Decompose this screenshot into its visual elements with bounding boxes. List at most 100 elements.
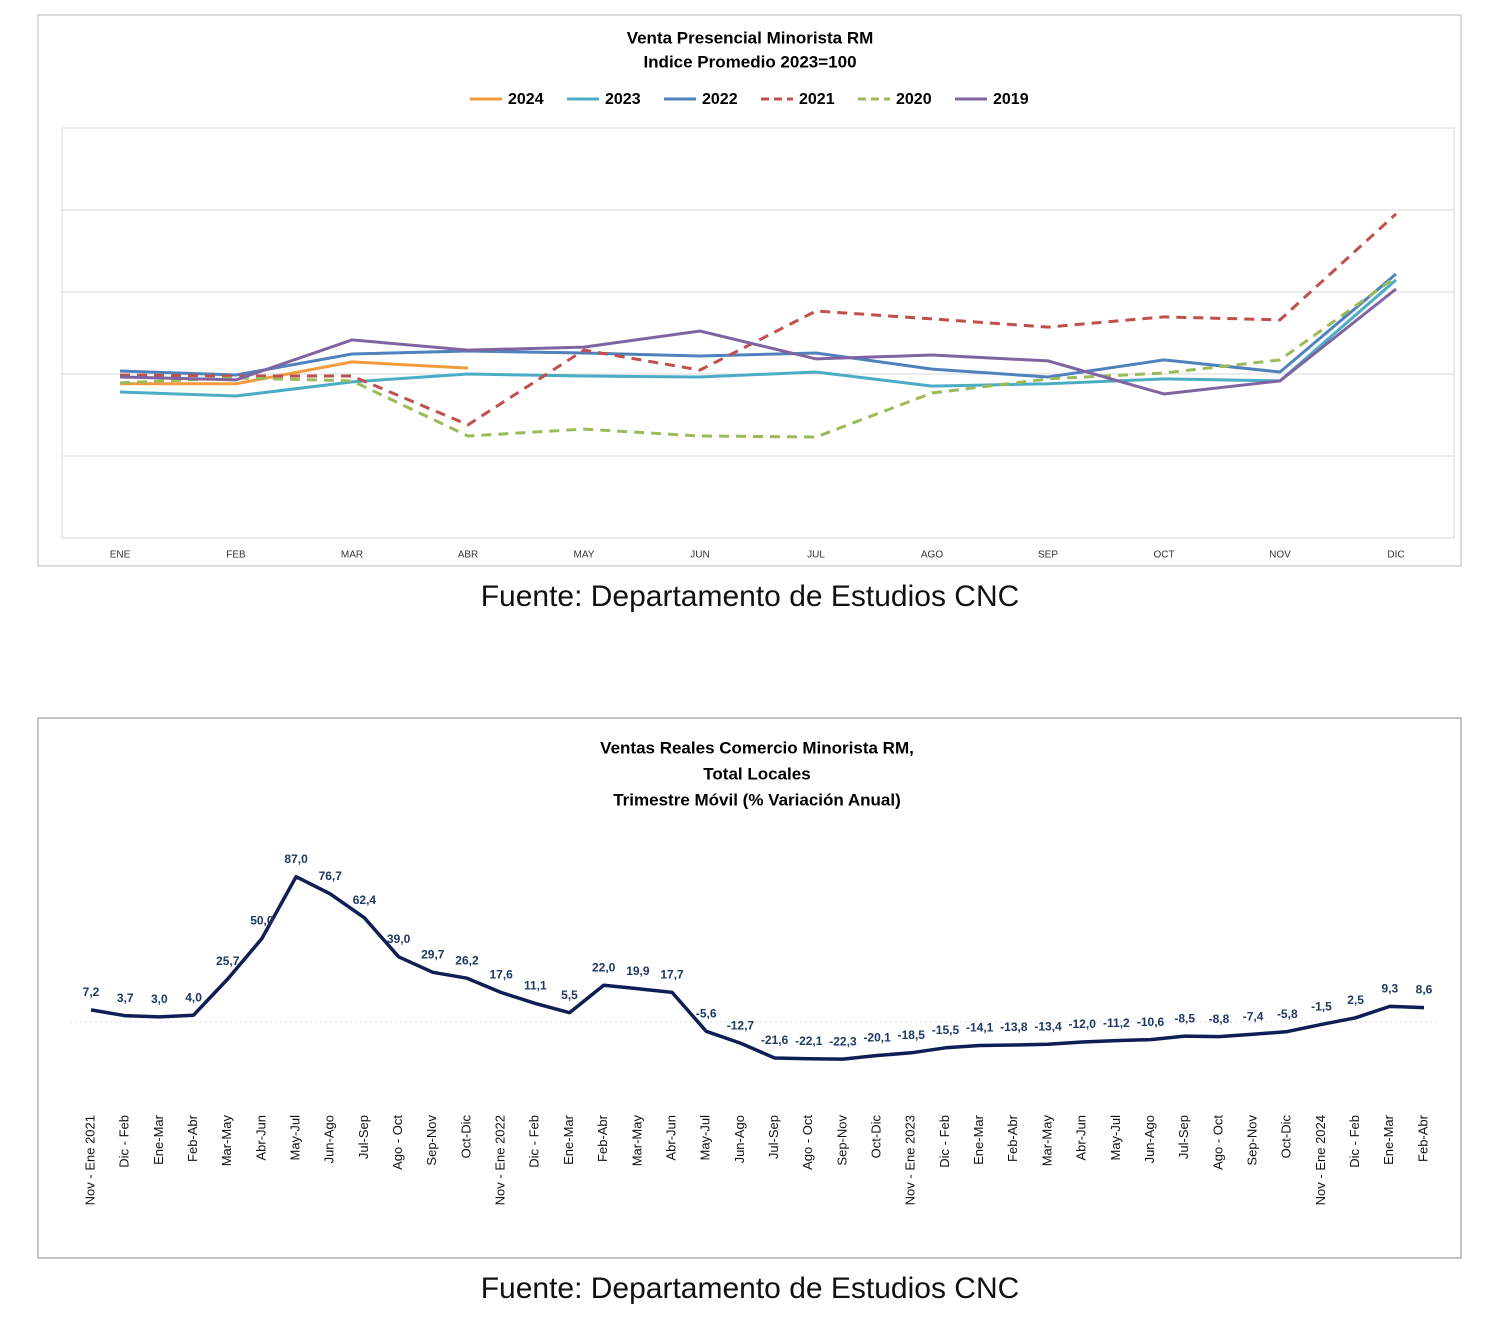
series-line xyxy=(119,278,1397,398)
x-tick-label: Dic - Feb xyxy=(1347,1115,1362,1168)
x-tick-label: Nov - Ene 2024 xyxy=(1313,1115,1328,1205)
x-tick-label: Ago - Oct xyxy=(390,1115,405,1170)
data-label: 29,7 xyxy=(421,948,445,962)
legend-label: 2024 xyxy=(508,91,544,108)
data-label: 17,6 xyxy=(489,968,513,982)
data-label: 3,7 xyxy=(117,991,134,1005)
x-tick-label: ENE xyxy=(110,550,131,561)
chart-title: Total Locales xyxy=(703,764,810,783)
data-label: -22,1 xyxy=(795,1034,823,1048)
data-label: -13,4 xyxy=(1034,1019,1062,1033)
x-tick-label: Ene-Mar xyxy=(561,1114,576,1165)
source-note: Fuente: Departamento de Estudios CNC xyxy=(481,1272,1020,1305)
x-tick-label: ABR xyxy=(458,550,479,561)
legend-label: 2023 xyxy=(605,91,641,108)
x-tick-label: Dic - Feb xyxy=(937,1115,952,1168)
data-label: 39,0 xyxy=(387,932,411,946)
data-label: -5,8 xyxy=(1277,1007,1298,1021)
data-label: -21,6 xyxy=(761,1033,789,1047)
x-tick-label: Nov - Ene 2022 xyxy=(493,1115,508,1205)
data-label: -12,0 xyxy=(1069,1017,1097,1031)
data-label: 2,5 xyxy=(1347,993,1364,1007)
data-label: -18,5 xyxy=(898,1028,926,1042)
x-tick-label: JUL xyxy=(807,550,825,561)
x-tick-label: Abr-Jun xyxy=(1074,1115,1089,1161)
data-label: 5,5 xyxy=(561,988,578,1002)
chart-title: Ventas Reales Comercio Minorista RM, xyxy=(600,738,914,757)
x-tick-label: Dic - Feb xyxy=(527,1115,542,1168)
data-label: 26,2 xyxy=(455,953,479,967)
data-label: 11,1 xyxy=(524,979,547,993)
x-tick-label: May-Jul xyxy=(698,1115,713,1161)
x-tick-label: Ene-Mar xyxy=(151,1114,166,1165)
data-label: 9,3 xyxy=(1381,982,1398,996)
data-label: 50,0 xyxy=(250,914,274,928)
x-tick-label: Sep-Nov xyxy=(1245,1115,1260,1166)
x-tick-label: Jun-Ago xyxy=(732,1115,747,1163)
chart-title: Venta Presencial Minorista RM xyxy=(627,28,874,47)
legend-label: 2020 xyxy=(896,91,932,108)
x-tick-label: AGO xyxy=(921,550,943,561)
x-tick-label: MAR xyxy=(341,550,363,561)
series-line xyxy=(119,287,1397,396)
data-label: -14,1 xyxy=(966,1021,994,1035)
data-label: 19,9 xyxy=(626,964,650,978)
x-tick-label: MAY xyxy=(574,550,595,561)
data-label: -10,6 xyxy=(1137,1015,1165,1029)
x-tick-label: Jun-Ago xyxy=(1142,1115,1157,1163)
x-tick-label: DIC xyxy=(1387,550,1404,561)
x-tick-label: Nov - Ene 2023 xyxy=(903,1115,918,1205)
data-label: -20,1 xyxy=(863,1031,891,1045)
x-tick-label: Ago - Oct xyxy=(800,1115,815,1170)
x-tick-label: JUN xyxy=(690,550,709,561)
data-label: -1,5 xyxy=(1311,1000,1332,1014)
data-label: 22,0 xyxy=(592,960,616,974)
data-label: -22,3 xyxy=(829,1034,857,1048)
x-tick-label: Feb-Abr xyxy=(1415,1114,1430,1162)
data-label: 7,2 xyxy=(83,985,100,999)
x-tick-label: OCT xyxy=(1153,550,1174,561)
x-tick-label: Jun-Ago xyxy=(322,1115,337,1163)
source-note: Fuente: Departamento de Estudios CNC xyxy=(481,580,1020,613)
x-tick-label: Nov - Ene 2021 xyxy=(82,1115,97,1205)
x-tick-label: Oct-Dic xyxy=(1279,1115,1294,1159)
x-tick-label: Jul-Sep xyxy=(356,1115,371,1159)
data-label: -7,4 xyxy=(1243,1009,1264,1023)
x-tick-label: Mar-May xyxy=(1039,1115,1054,1167)
data-label: 87,0 xyxy=(284,852,308,866)
x-tick-label: Mar-May xyxy=(629,1115,644,1167)
data-label: -15,5 xyxy=(932,1023,960,1037)
series-line xyxy=(119,275,1397,439)
x-tick-label: Ene-Mar xyxy=(1381,1114,1396,1165)
x-tick-label: Oct-Dic xyxy=(458,1115,473,1159)
x-tick-label: Sep-Nov xyxy=(834,1115,849,1166)
data-label: 3,0 xyxy=(151,992,168,1006)
x-tick-label: Ago - Oct xyxy=(1210,1115,1225,1170)
x-tick-label: Feb-Abr xyxy=(185,1114,200,1162)
x-tick-label: FEB xyxy=(226,550,246,561)
x-tick-label: Ene-Mar xyxy=(971,1114,986,1165)
data-label: 25,7 xyxy=(216,954,240,968)
x-tick-label: May-Jul xyxy=(1108,1115,1123,1161)
x-tick-label: May-Jul xyxy=(288,1115,303,1161)
legend-label: 2022 xyxy=(702,91,738,108)
x-tick-label: Abr-Jun xyxy=(253,1115,268,1161)
x-tick-label: Dic - Feb xyxy=(117,1115,132,1168)
data-label: -8,5 xyxy=(1174,1011,1195,1025)
data-label: -13,8 xyxy=(1000,1020,1028,1034)
x-tick-label: Feb-Abr xyxy=(1005,1114,1020,1162)
x-tick-label: NOV xyxy=(1269,550,1291,561)
series-line xyxy=(119,272,1397,379)
chart-title: Indice Promedio 2023=100 xyxy=(643,52,856,71)
data-label: -12,7 xyxy=(727,1018,755,1032)
data-label: 8,6 xyxy=(1416,983,1433,997)
data-label: -8,8 xyxy=(1209,1012,1230,1026)
x-tick-label: Abr-Jun xyxy=(664,1115,679,1161)
data-label: -11,2 xyxy=(1103,1016,1130,1030)
legend-label: 2019 xyxy=(993,91,1029,108)
data-label: -5,6 xyxy=(696,1006,717,1020)
data-label: 4,0 xyxy=(185,990,202,1004)
series-line xyxy=(119,212,1398,427)
data-label: 62,4 xyxy=(353,893,377,907)
